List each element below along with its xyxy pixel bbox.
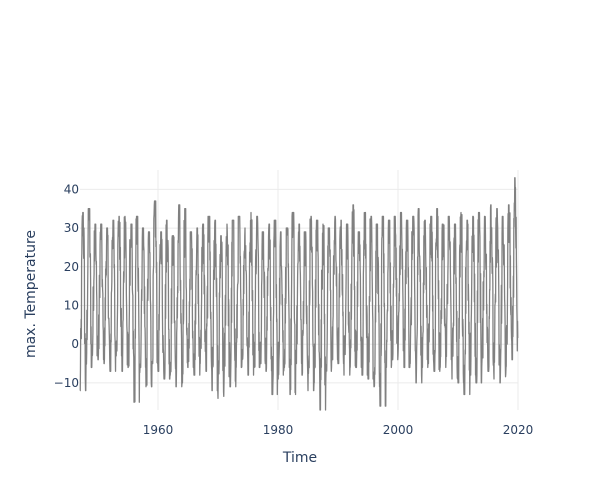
x-tick-label: 2000	[383, 423, 414, 437]
y-tick-label: 0	[71, 337, 79, 351]
y-tick-label: 30	[64, 221, 79, 235]
y-tick-label: 10	[64, 298, 79, 312]
x-tick-label: 2020	[503, 423, 534, 437]
x-tick-label: 1980	[263, 423, 294, 437]
y-tick-label: 20	[64, 260, 79, 274]
series-line	[79, 177, 519, 411]
x-axis: 1960 1980 2000 2020	[143, 423, 534, 437]
y-tick-label: −10	[54, 376, 79, 390]
y-axis-title: max. Temperature	[23, 230, 39, 358]
series-layer	[79, 177, 519, 411]
y-axis: −10 0 10 20 30 40	[54, 182, 79, 390]
x-axis-title: Time	[282, 450, 317, 466]
x-tick-label: 1960	[143, 423, 174, 437]
y-tick-label: 40	[64, 182, 79, 196]
